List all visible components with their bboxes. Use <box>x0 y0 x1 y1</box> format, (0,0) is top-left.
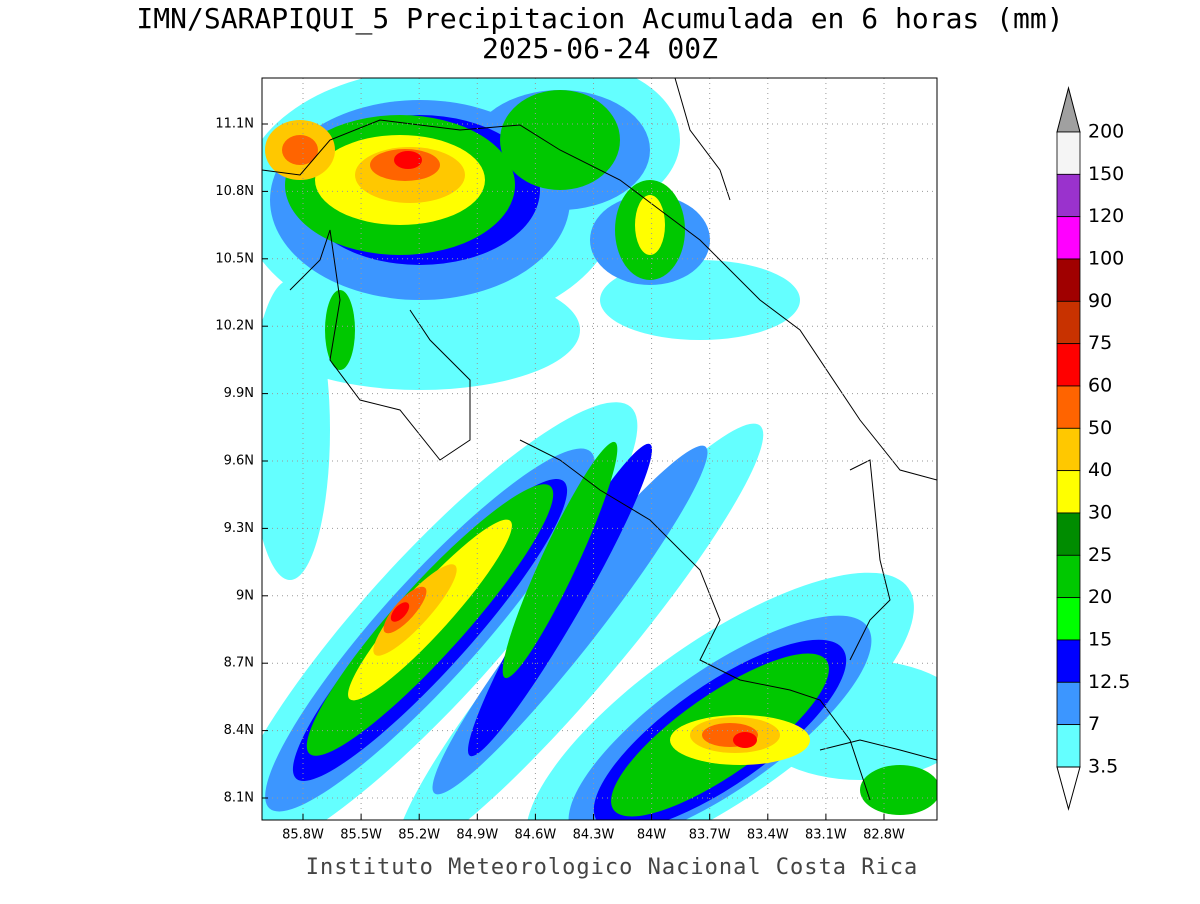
lon-tick-label: 85.8W <box>282 828 324 843</box>
colorbar-swatch <box>1056 554 1081 599</box>
lat-tick-label: 8.7N <box>224 656 254 671</box>
colorbar-label: 15 <box>1088 628 1112 650</box>
colorbar-swatch <box>1056 173 1081 218</box>
colorbar-swatch <box>1056 427 1081 472</box>
footer: Instituto Meteorologico Nacional Costa R… <box>306 855 919 880</box>
colorbar-swatch <box>1056 300 1081 345</box>
colorbar-label: 20 <box>1088 586 1112 608</box>
colorbar-label: 75 <box>1088 332 1112 354</box>
lon-tick-label: 83.4W <box>747 828 789 843</box>
colorbar-label: 25 <box>1088 544 1112 566</box>
lon-tick-label: 84.9W <box>456 828 498 843</box>
lat-tick-label: 9.3N <box>224 521 254 536</box>
colorbar-swatch <box>1056 343 1081 387</box>
colorbar-label: 12.5 <box>1088 671 1130 693</box>
lon-tick-label: 83.7W <box>689 828 731 843</box>
colorbar-swatch <box>1056 724 1081 768</box>
lon-tick-label: 82.8W <box>863 828 905 843</box>
colorbar-under <box>1056 766 1081 811</box>
colorbar-label: 30 <box>1088 501 1112 523</box>
lat-tick-label: 9N <box>236 588 254 603</box>
lon-tick-label: 84.3W <box>573 828 615 843</box>
colorbar-swatch <box>1056 258 1081 302</box>
colorbar: 200 150 120 100 90 75 60 50 40 30 25 20 15 12.5 7 3.5 <box>1056 86 1130 811</box>
colorbar-label: 40 <box>1088 459 1112 481</box>
lon-tick-label: 85.2W <box>398 828 440 843</box>
precip-field <box>262 78 937 820</box>
colorbar-label: 50 <box>1088 417 1112 439</box>
colorbar-label: 150 <box>1088 163 1124 185</box>
lon-tick-label: 85.5W <box>340 828 382 843</box>
map-frame <box>261 77 938 821</box>
lat-tick-label: 10.2N <box>215 319 254 334</box>
colorbar-over <box>1056 86 1081 133</box>
lat-tick-label: 9.6N <box>224 454 254 469</box>
lon-tick-label: 84W <box>637 828 667 843</box>
colorbar-swatch <box>1056 216 1081 260</box>
lat-tick-label: 11.1N <box>215 117 254 132</box>
colorbar-label: 90 <box>1088 290 1112 312</box>
lat-tick-label: 8.4N <box>224 723 254 738</box>
subtitle: 2025-06-24 00Z <box>482 32 718 65</box>
colorbar-label: 200 <box>1088 121 1124 143</box>
graticule: 11.1N 10.8N 10.5N 10.2N 9.9N 9.6N 9.3N 9N 8.7N 8.… <box>215 78 937 843</box>
colorbar-label: 7 <box>1088 713 1100 735</box>
colorbar-swatch <box>1056 512 1081 556</box>
lat-tick-label: 10.5N <box>215 251 254 266</box>
lon-tick-label: 84.6W <box>514 828 556 843</box>
lat-tick-label: 8.1N <box>224 791 254 806</box>
title: IMN/SARAPIQUI_5 Precipitacion Acumulada … <box>136 2 1063 36</box>
colorbar-swatch <box>1056 597 1081 641</box>
colorbar-label: 60 <box>1088 374 1112 396</box>
colorbar-swatch <box>1056 639 1081 683</box>
colorbar-label: 3.5 <box>1088 755 1118 777</box>
colorbar-swatch <box>1056 470 1081 514</box>
colorbar-swatch <box>1056 385 1081 429</box>
lat-tick-label: 9.9N <box>224 386 254 401</box>
lat-tick-label: 10.8N <box>215 184 254 199</box>
colorbar-label: 100 <box>1088 247 1124 269</box>
colorbar-swatch <box>1056 681 1081 726</box>
colorbar-label: 120 <box>1088 205 1124 227</box>
lon-tick-label: 83.1W <box>805 828 847 843</box>
colorbar-swatch <box>1056 131 1081 175</box>
